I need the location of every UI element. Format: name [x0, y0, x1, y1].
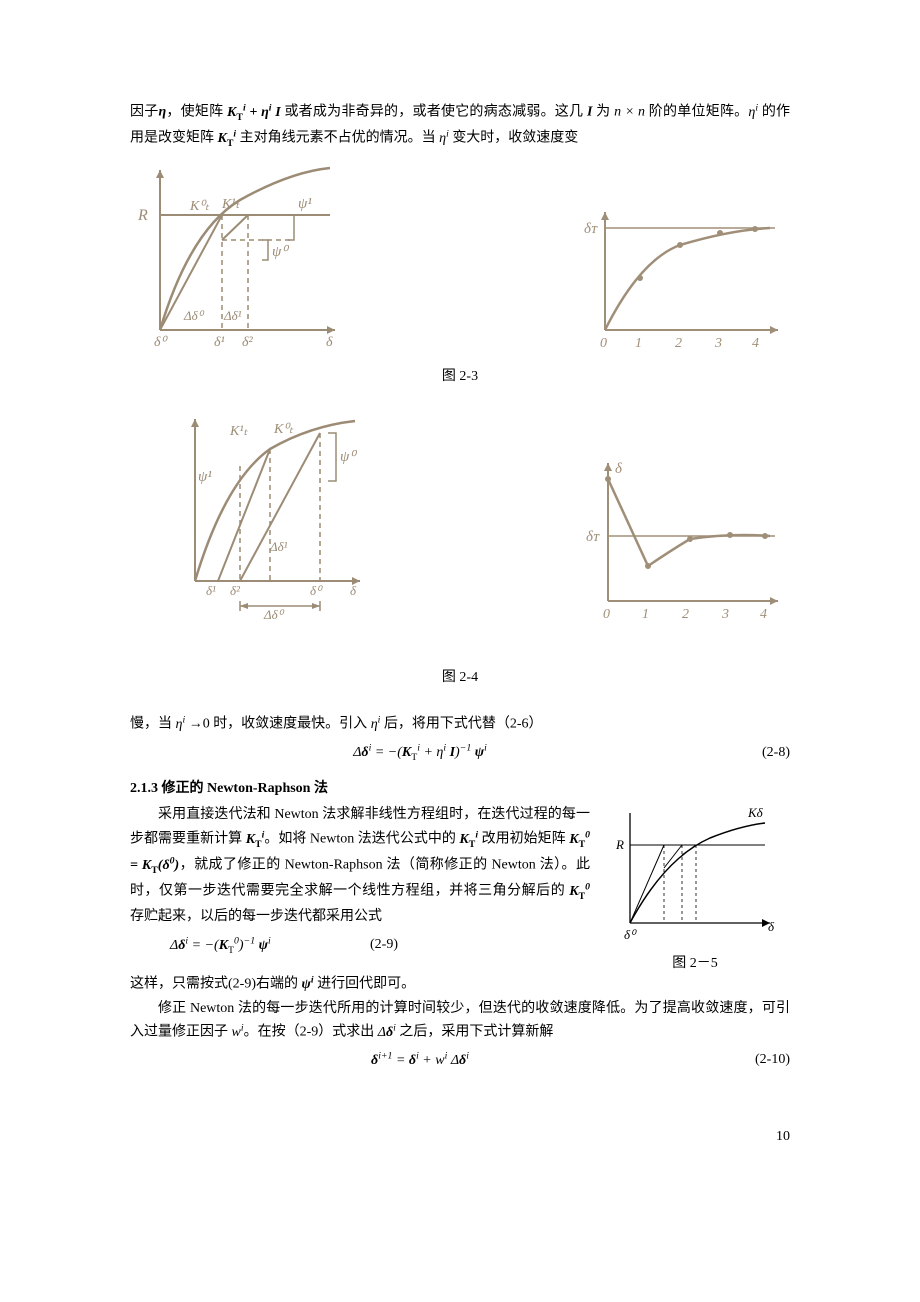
fig24-right-svg: δ δᴛ 0 1 2 3 4	[580, 451, 790, 621]
p2-b: →0 时，收敛速度最快。引入	[185, 717, 371, 732]
svg-text:2: 2	[682, 607, 689, 621]
figure-2-5: Kδ R δ δ⁰ 图 2－5	[600, 803, 790, 972]
figure-2-3-right: δᴛ 0 1 2 3 4	[580, 200, 790, 355]
svg-text:ψ¹: ψ¹	[298, 196, 312, 212]
svg-text:K⁰ₜ: K⁰ₜ	[189, 199, 210, 214]
p1-b: ，使矩阵	[166, 105, 227, 120]
svg-text:K¹ₜ: K¹ₜ	[229, 424, 249, 439]
fig23-left-svg: R ψ¹ ψ⁰ K⁰ₜ K¹ₜ Δδ⁰ Δδ¹	[130, 160, 350, 350]
Kti-plus-etaI: KTi + ηi I	[227, 105, 281, 120]
svg-text:0: 0	[600, 336, 607, 350]
section-2-1-3-title: 2.1.3 修正的 Newton-Raphson 法	[130, 777, 790, 797]
p1-a: 因子	[130, 105, 158, 120]
eta-i: ηi	[748, 105, 758, 120]
psi-i: ψi	[302, 977, 314, 992]
fig25-svg: Kδ R δ δ⁰	[610, 803, 780, 943]
p1-d: 为	[592, 105, 614, 120]
Kt0: KT0	[569, 884, 590, 899]
fig24-left-svg: K¹ₜ K⁰ₜ ψ⁰ ψ¹ Δδ¹ Δδ⁰ δ¹ δ² δ⁰	[170, 411, 370, 621]
eta: η	[158, 105, 166, 120]
p4-b: 进行回代即可。	[314, 977, 416, 992]
svg-text:Δδ¹: Δδ¹	[269, 539, 288, 554]
svg-text:K¹ₜ: K¹ₜ	[221, 197, 241, 212]
eq-2-9-expr: Δδi = −(KT0)−1 ψi	[170, 938, 271, 953]
equation-2-8: Δδi = −(KTi + ηi I)−1 ψi (2-8)	[130, 743, 790, 763]
eq-2-10-expr: δi+1 = δi + wi Δδi	[371, 1053, 469, 1068]
caption-2-5: 图 2－5	[600, 952, 790, 972]
n-by-n: n × n	[614, 105, 645, 120]
svg-text:δ²: δ²	[230, 583, 241, 598]
caption-2-4: 图 2-4	[130, 666, 790, 686]
svg-text:0: 0	[603, 607, 610, 621]
figure-2-3-row: R ψ¹ ψ⁰ K⁰ₜ K¹ₜ Δδ⁰ Δδ¹	[130, 160, 790, 355]
eq-2-8-expr: Δδi = −(KTi + ηi I)−1 ψi	[353, 745, 487, 760]
svg-text:R: R	[615, 837, 624, 852]
svg-text:δ: δ	[326, 335, 333, 350]
svg-text:4: 4	[752, 336, 759, 350]
eta-i-3: ηi	[176, 717, 186, 732]
paragraph-2: 慢，当 ηi →0 时，收敛速度最快。引入 ηi 后，将用下式代替（2-6）	[130, 712, 790, 736]
figure-2-4-row: K¹ₜ K⁰ₜ ψ⁰ ψ¹ Δδ¹ Δδ⁰ δ¹ δ² δ⁰	[170, 411, 790, 626]
p1-h: 变大时，收敛速度变	[449, 131, 579, 146]
fig23-right-svg: δᴛ 0 1 2 3 4	[580, 200, 790, 350]
p1-g: 主对角线元素不占优的情况。当	[236, 131, 439, 146]
paragraph-1: 因子η，使矩阵 KTi + ηi I 或者成为非奇异的，或者使它的病态减弱。这几…	[130, 100, 790, 152]
svg-text:2: 2	[675, 336, 682, 350]
p5-c: 之后，采用下式计算新解	[396, 1025, 554, 1040]
eta-i-4: ηi	[371, 717, 381, 732]
equation-2-9: Δδi = −(KT0)−1 ψi (2-9)	[130, 935, 590, 955]
svg-text:3: 3	[721, 607, 729, 621]
svg-text:ψ¹: ψ¹	[198, 469, 212, 485]
figure-2-4-left: K¹ₜ K⁰ₜ ψ⁰ ψ¹ Δδ¹ Δδ⁰ δ¹ δ² δ⁰	[170, 411, 370, 626]
svg-text:δ²: δ²	[242, 335, 254, 350]
svg-text:δ¹: δ¹	[206, 583, 216, 598]
eq-2-8-num: (2-8)	[710, 745, 790, 761]
paragraph-4: 这样，只需按式(2-9)右端的 ψi 进行回代即可。	[130, 972, 790, 996]
svg-text:δᴛ: δᴛ	[584, 221, 598, 237]
p3-e: 存贮起来，以后的每一步迭代都采用公式	[130, 909, 382, 924]
figure-2-4-right: δ δᴛ 0 1 2 3 4	[580, 451, 790, 626]
p3-b: 。如将 Newton 法迭代公式中的	[264, 832, 459, 847]
eta-i-2: ηi	[439, 131, 449, 146]
svg-text:K⁰ₜ: K⁰ₜ	[273, 422, 294, 437]
page-number: 10	[130, 1129, 790, 1145]
svg-text:3: 3	[714, 336, 722, 350]
p4-a: 这样，只需按式(2-9)右端的	[130, 977, 302, 992]
Kti-2: KTi	[246, 832, 265, 847]
svg-text:δ: δ	[350, 583, 357, 598]
equation-2-10: δi+1 = δi + wi Δδi (2-10)	[130, 1051, 790, 1070]
svg-text:Kδ: Kδ	[747, 805, 764, 820]
svg-text:δ: δ	[615, 461, 623, 477]
w-i: wi	[232, 1025, 244, 1040]
svg-text:1: 1	[635, 336, 642, 350]
svg-text:δᴛ: δᴛ	[586, 529, 600, 545]
p3-c: 改用初始矩阵	[478, 832, 569, 847]
svg-text:R: R	[137, 207, 148, 224]
svg-text:4: 4	[760, 607, 767, 621]
eq-2-9-num: (2-9)	[370, 937, 590, 953]
svg-text:δ¹: δ¹	[214, 335, 225, 350]
svg-text:δ⁰: δ⁰	[310, 583, 323, 598]
p2-a: 慢，当	[130, 717, 176, 732]
svg-text:ψ⁰: ψ⁰	[272, 244, 289, 260]
p1-e: 阶的单位矩阵。	[645, 105, 748, 120]
figure-2-3-left: R ψ¹ ψ⁰ K⁰ₜ K¹ₜ Δδ⁰ Δδ¹	[130, 160, 350, 355]
svg-text:1: 1	[642, 607, 649, 621]
svg-text:δ: δ	[768, 919, 775, 934]
p2-c: 后，将用下式代替（2-6）	[380, 717, 542, 732]
paragraph-5: 修正 Newton 法的每一步迭代所用的计算时间较少，但迭代的收敛速度降低。为了…	[130, 997, 790, 1045]
caption-2-3: 图 2-3	[130, 365, 790, 385]
svg-text:Δδ¹: Δδ¹	[223, 308, 242, 323]
p5-b: 。在按（2-9）式求出	[244, 1025, 378, 1040]
svg-text:ψ⁰: ψ⁰	[340, 449, 357, 465]
Kti: KTi	[218, 131, 237, 146]
svg-text:Δδ⁰: Δδ⁰	[183, 308, 205, 323]
p1-c: 或者成为非奇异的，或者使它的病态减弱。这几	[281, 105, 587, 120]
svg-text:δ⁰: δ⁰	[624, 927, 637, 942]
Kti-3: KTi	[459, 832, 478, 847]
p3-d: ，就成了修正的 Newton-Raphson 法（简称修正的 Newton 法）…	[130, 858, 590, 899]
ddeltai: Δδi	[378, 1025, 396, 1040]
svg-text:Δδ⁰: Δδ⁰	[263, 607, 285, 621]
eq-2-10-num: (2-10)	[710, 1052, 790, 1068]
